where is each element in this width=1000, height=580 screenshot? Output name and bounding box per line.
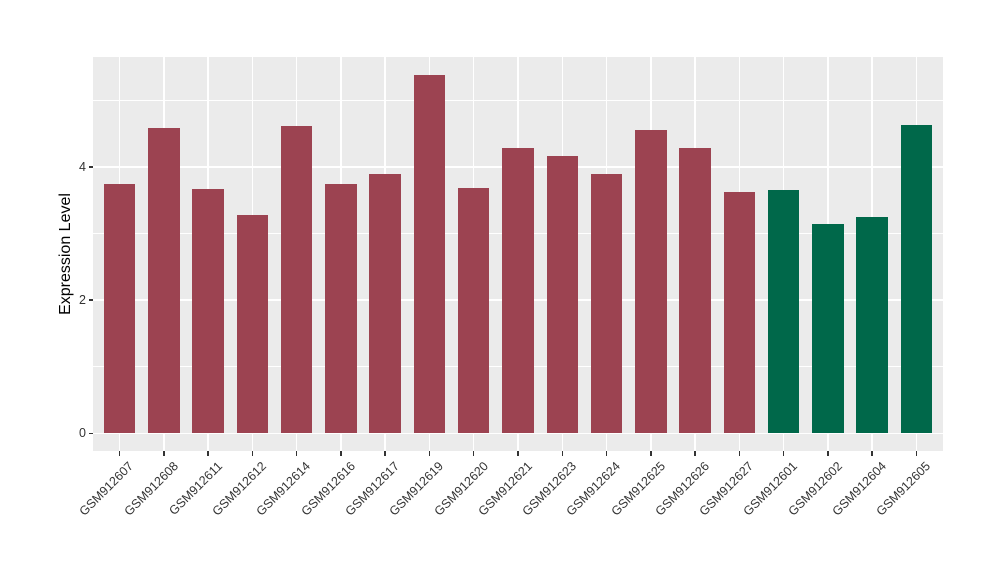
bar-GSM912608 (148, 128, 180, 434)
bar-GSM912604 (856, 216, 888, 434)
x-axis-tick (650, 451, 652, 456)
x-axis-tick (782, 451, 785, 456)
x-axis-tick (118, 451, 121, 456)
y-axis-tick (88, 299, 93, 301)
x-axis-tick (915, 451, 918, 456)
x-axis-tick (827, 451, 829, 456)
y-axis-tick (88, 432, 93, 434)
bar-GSM912617 (369, 173, 401, 434)
x-axis-tick (207, 451, 209, 456)
bar-GSM912601 (767, 189, 800, 434)
y-axis-title: Expression Level (57, 193, 74, 315)
bar-GSM912625 (635, 129, 667, 434)
bar-GSM912607 (103, 184, 136, 434)
bar-GSM912624 (590, 174, 623, 434)
x-axis-tick (473, 451, 475, 456)
x-axis-tick (694, 451, 696, 456)
x-axis-tick (163, 451, 165, 456)
bar-GSM912627 (723, 191, 756, 434)
x-axis-tick (251, 451, 254, 456)
bar-GSM912621 (502, 147, 534, 434)
y-axis-tick-label: 0 (79, 426, 86, 441)
y-axis-tick-label: 2 (79, 293, 86, 308)
x-axis-tick (340, 451, 342, 456)
x-axis-tick (517, 451, 519, 456)
bar-GSM912620 (457, 187, 490, 434)
x-axis-tick (295, 451, 298, 456)
x-axis-tick (738, 451, 741, 456)
y-axis-tick (88, 166, 93, 168)
bar-GSM912614 (280, 125, 313, 434)
x-axis-tick (428, 451, 431, 456)
bar-GSM912619 (413, 75, 446, 434)
x-axis-tick (384, 451, 386, 456)
bar-GSM912602 (812, 224, 844, 434)
x-axis-tick (871, 451, 873, 456)
bar-GSM912612 (236, 214, 269, 434)
bar-GSM912623 (546, 155, 579, 434)
bar-GSM912605 (900, 125, 933, 434)
bar-GSM912611 (192, 188, 224, 434)
x-axis-tick (605, 451, 608, 456)
y-axis-tick-label: 4 (79, 160, 86, 174)
bar-GSM912626 (679, 147, 711, 434)
x-axis-tick (561, 451, 563, 456)
bar-GSM912616 (325, 184, 357, 434)
